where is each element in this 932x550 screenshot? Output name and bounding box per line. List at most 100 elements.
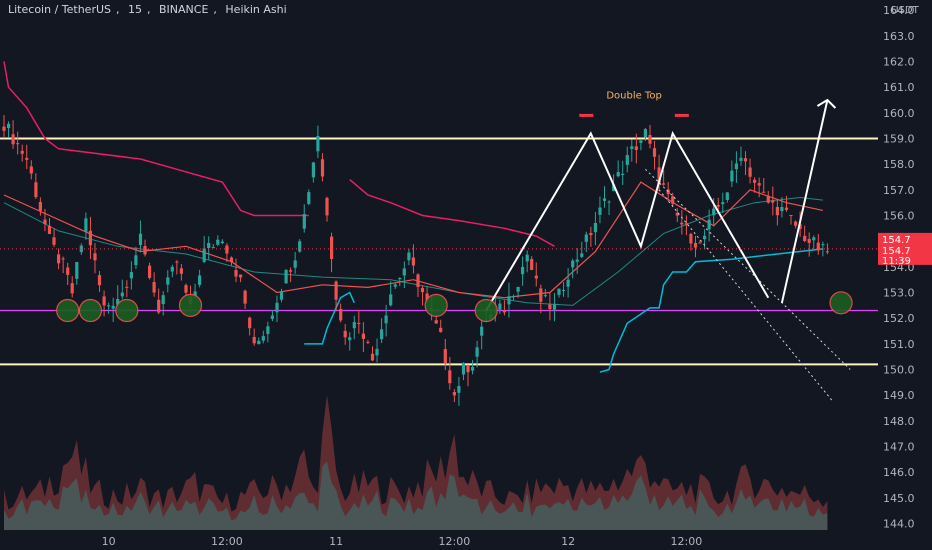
candle-body	[266, 326, 270, 334]
projection-line[interactable]	[780, 99, 829, 304]
candle-body	[370, 353, 375, 361]
chart-title: Litecoin / TetherUS, 15, BINANCE, Heikin…	[8, 3, 287, 16]
candle-body	[821, 244, 825, 246]
candle-body	[248, 317, 252, 329]
candle-body	[402, 268, 406, 276]
chart-style-label[interactable]: Heikin Ashi	[225, 3, 287, 16]
candle-body	[471, 367, 475, 371]
price-tag-box	[878, 232, 932, 265]
candle-body	[239, 274, 243, 278]
candle-body	[229, 257, 234, 263]
candle-body	[339, 308, 343, 321]
candle-body	[548, 304, 552, 309]
candle-body	[234, 270, 238, 277]
candle-body	[461, 362, 466, 375]
candle-body	[703, 235, 707, 240]
candle-body	[198, 275, 202, 285]
candle-body	[507, 296, 511, 305]
x-tick-label: 12:00	[439, 535, 471, 548]
candle-body	[34, 182, 38, 198]
y-tick-label: 147.0	[883, 441, 915, 454]
candle-body	[693, 243, 698, 248]
y-tick-label: 156.0	[883, 210, 915, 223]
candle-body	[748, 167, 752, 177]
candle-body	[616, 172, 620, 177]
candle-body	[20, 150, 24, 154]
candle-body	[193, 291, 197, 296]
candle-body	[352, 322, 356, 329]
candle-body	[79, 245, 83, 253]
candle-body	[502, 311, 506, 313]
channel-line-lower[interactable]	[658, 189, 833, 401]
candle-body	[43, 219, 47, 225]
candle-body	[216, 239, 220, 245]
candle-body	[734, 163, 738, 170]
candle-body	[88, 230, 92, 246]
double-top-label: Double Top	[606, 91, 662, 102]
y-tick-label: 158.0	[883, 158, 915, 171]
candle-body	[330, 236, 334, 259]
y-tick-label: 151.0	[883, 338, 915, 351]
price-axis-panel[interactable]	[878, 0, 932, 550]
support-touch-marker	[424, 293, 448, 317]
candle-body	[566, 279, 570, 287]
candle-body	[552, 303, 557, 310]
projection-arrow-icon	[816, 98, 837, 109]
y-tick-label: 159.0	[883, 132, 915, 145]
candle-body	[357, 323, 361, 324]
candle-body	[152, 282, 156, 293]
y-tick-label: 149.0	[883, 389, 915, 402]
candle-body	[134, 255, 138, 266]
candle-body	[562, 290, 566, 291]
candle-body	[639, 140, 643, 143]
candle-body	[293, 260, 297, 268]
support-touch-marker	[474, 298, 498, 323]
candle-body	[612, 184, 616, 191]
candle-body	[279, 291, 284, 300]
candle-body	[7, 123, 11, 129]
candle-body	[716, 205, 720, 207]
candle-body	[521, 266, 525, 275]
candle-body	[343, 330, 347, 338]
candle-body	[298, 241, 302, 252]
candle-body	[757, 183, 761, 186]
candle-body	[125, 286, 129, 288]
pattern-zigzag-line[interactable]	[485, 130, 770, 312]
candle-body	[202, 248, 206, 262]
candle-body	[411, 257, 415, 266]
candle-body	[675, 212, 679, 216]
y-tick-label: 157.0	[883, 184, 915, 197]
candle-body	[316, 136, 320, 152]
candle-body	[179, 268, 183, 274]
candle-body	[75, 262, 79, 279]
candle-body	[689, 233, 693, 244]
candle-body	[161, 295, 165, 305]
support-touch-marker	[56, 298, 80, 323]
interval-label[interactable]: 15	[128, 3, 142, 16]
y-tick-label: 148.0	[883, 415, 915, 428]
y-tick-label: 152.0	[883, 312, 915, 325]
candle-body	[571, 260, 575, 268]
candle-body	[825, 251, 829, 253]
candle-body	[361, 333, 365, 339]
candle-body	[207, 243, 211, 248]
candle-body	[652, 148, 657, 157]
candle-body	[302, 214, 306, 229]
candle-body	[270, 315, 274, 319]
candle-body	[225, 245, 229, 254]
time-axis-panel[interactable]	[0, 530, 932, 550]
candle-body	[452, 392, 456, 396]
y-tick-label: 146.0	[883, 466, 915, 479]
symbol-name[interactable]: Litecoin / TetherUS	[8, 3, 111, 16]
support-touch-marker	[829, 291, 853, 315]
candle-body	[97, 275, 102, 286]
candle-body	[52, 237, 56, 245]
y-tick-label: 144.0	[883, 518, 915, 531]
candle-body	[389, 294, 393, 306]
support-touch-marker	[78, 298, 103, 323]
candle-body	[102, 296, 106, 306]
candle-body	[511, 296, 516, 298]
candle-body	[480, 326, 484, 336]
x-tick-label: 12:00	[671, 535, 703, 548]
